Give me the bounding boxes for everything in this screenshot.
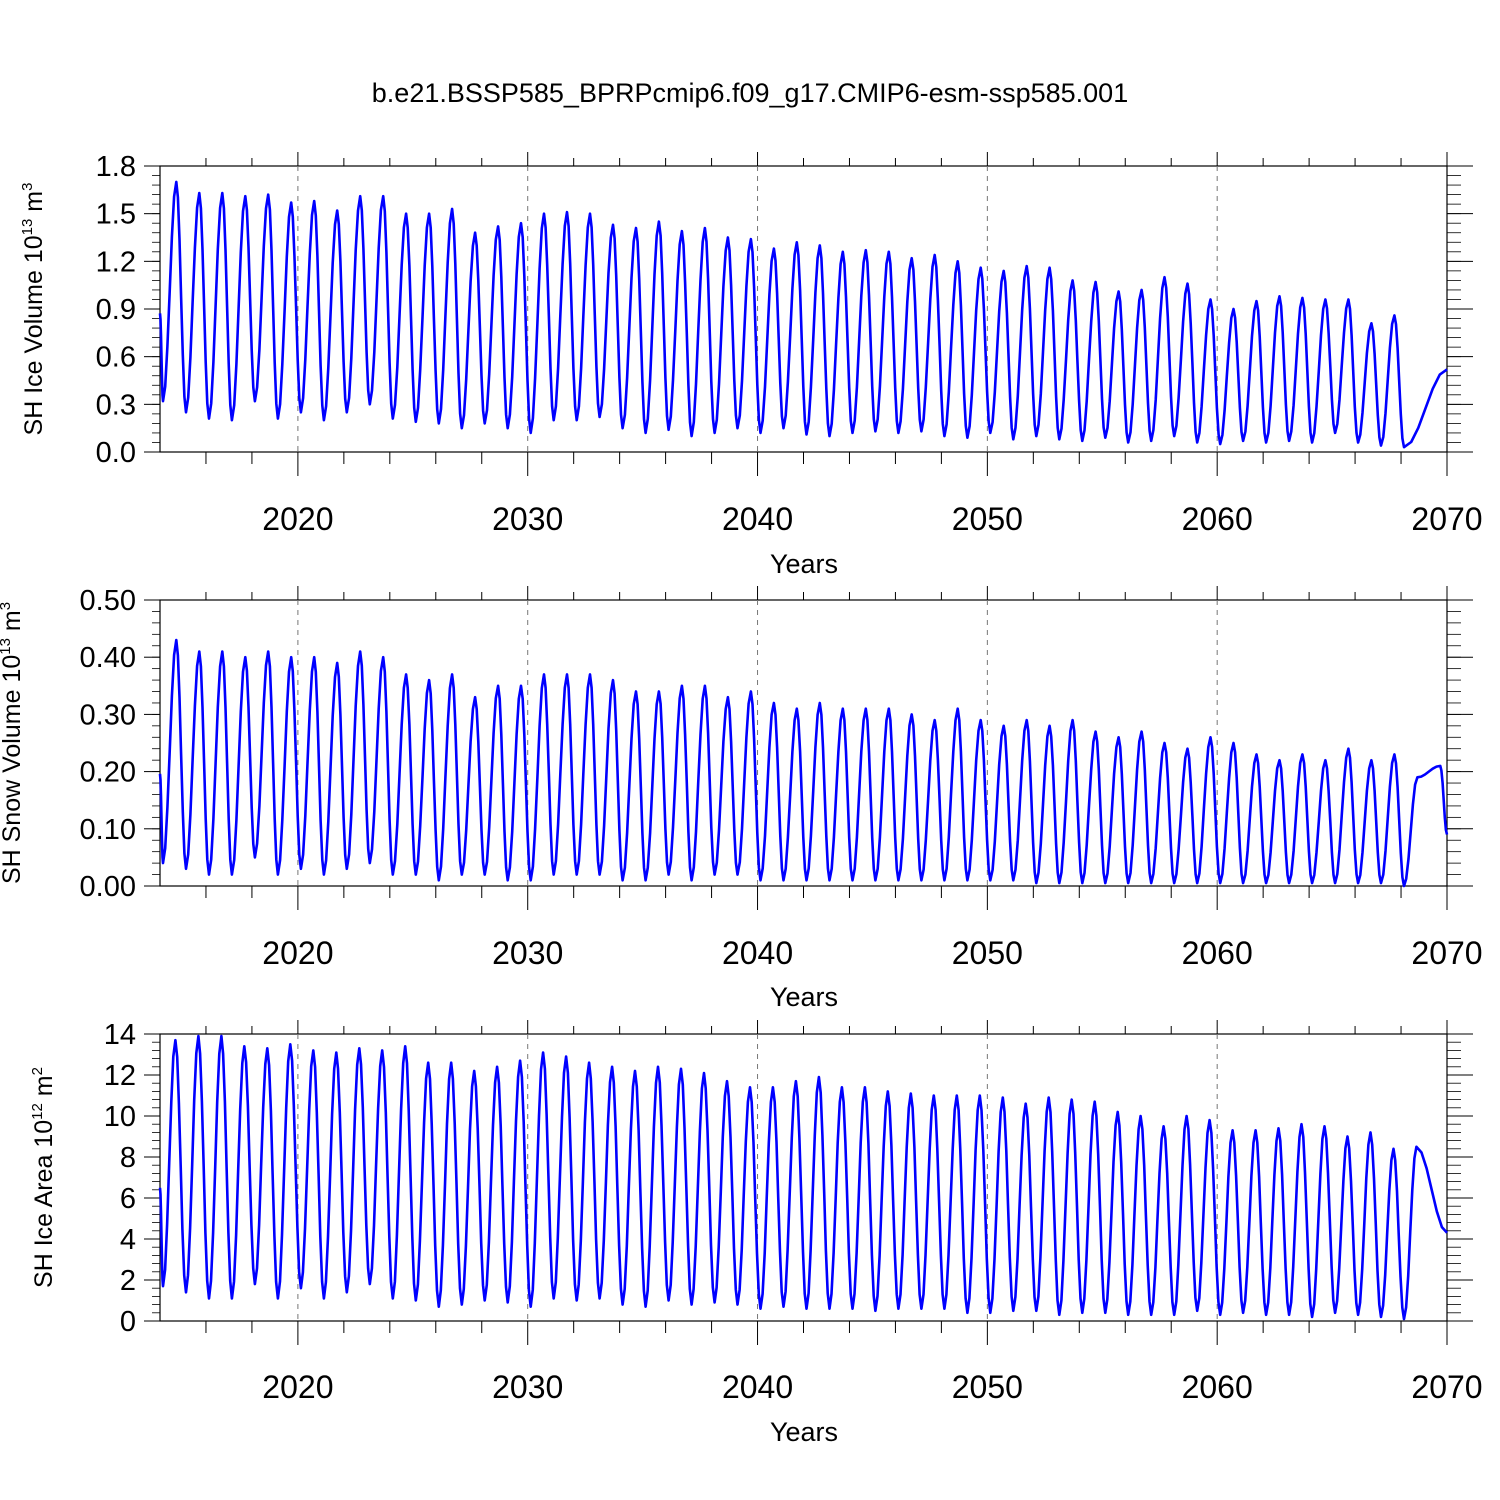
y-tick-label: 6 <box>120 1183 136 1215</box>
x-tick-label: 2030 <box>492 501 563 537</box>
panel-1: 0.0 0.3 0.6 0.9 1.2 1.5 1.8 2020 2030 2040 2050 206… <box>19 151 1483 579</box>
y-tick-label: 4 <box>120 1224 136 1256</box>
x-tick-label: 2070 <box>1411 935 1482 971</box>
x-tick-label: 2050 <box>952 935 1023 971</box>
y-tick-label: 0.10 <box>80 814 136 846</box>
x-tick-label: 2060 <box>1182 935 1253 971</box>
x-tick-label: 2020 <box>262 935 333 971</box>
x-tick-label: 2070 <box>1411 1369 1482 1405</box>
y-axis-label: SH Snow Volume 1013 m3 <box>0 602 26 884</box>
x-axis-label: Years <box>770 549 838 579</box>
x-tick-label: 2030 <box>492 1369 563 1405</box>
y-tick-label: 0.9 <box>96 294 136 326</box>
x-tick-label: 2040 <box>722 1369 793 1405</box>
y-tick-label: 0.6 <box>96 342 136 374</box>
x-tick-label: 2050 <box>952 1369 1023 1405</box>
series-line <box>158 638 1449 888</box>
x-axis-label: Years <box>770 982 838 1012</box>
y-tick-label: 12 <box>104 1060 136 1092</box>
y-tick-label: 10 <box>104 1101 136 1133</box>
figure-title: b.e21.BSSP585_BPRPcmip6.f09_g17.CMIP6-es… <box>372 78 1128 108</box>
x-tick-label: 2060 <box>1182 1369 1253 1405</box>
y-tick-label: 0.3 <box>96 389 136 421</box>
y-tick-label: 0 <box>120 1306 136 1338</box>
x-tick-label: 2030 <box>492 935 563 971</box>
y-tick-label: 8 <box>120 1142 136 1174</box>
series-line <box>158 1034 1448 1321</box>
x-axis-label: Years <box>770 1417 838 1447</box>
y-tick-label: 0.20 <box>80 757 136 789</box>
y-tick-label: 0.00 <box>80 871 136 903</box>
x-tick-label: 2060 <box>1182 501 1253 537</box>
y-tick-label: 14 <box>104 1019 136 1051</box>
y-axis-label: SH Ice Area 1012 m2 <box>29 1067 58 1288</box>
x-tick-label: 2020 <box>262 501 333 537</box>
x-tick-label: 2070 <box>1411 501 1482 537</box>
y-tick-label: 1.5 <box>96 199 136 231</box>
y-tick-label: 0.40 <box>80 642 136 674</box>
x-tick-label: 2040 <box>722 501 793 537</box>
y-axis-label: SH Ice Volume 1013 m3 <box>19 183 48 436</box>
y-tick-label: 0.0 <box>96 437 136 469</box>
series-line <box>158 180 1448 449</box>
x-tick-label: 2050 <box>952 501 1023 537</box>
panel-3: 0 2 4 6 8 10 12 14 2020 2030 2040 2050 2060 2070 Years… <box>29 1019 1483 1447</box>
panel-2: 0.00 0.10 0.20 0.30 0.40 0.50 2020 2030 2040 2050… <box>0 585 1483 1012</box>
y-tick-label: 0.50 <box>80 585 136 617</box>
y-tick-label: 2 <box>120 1265 136 1297</box>
y-tick-label: 1.8 <box>96 151 136 183</box>
x-tick-label: 2040 <box>722 935 793 971</box>
y-tick-label: 0.30 <box>80 699 136 731</box>
x-tick-label: 2020 <box>262 1369 333 1405</box>
y-tick-label: 1.2 <box>96 246 136 278</box>
